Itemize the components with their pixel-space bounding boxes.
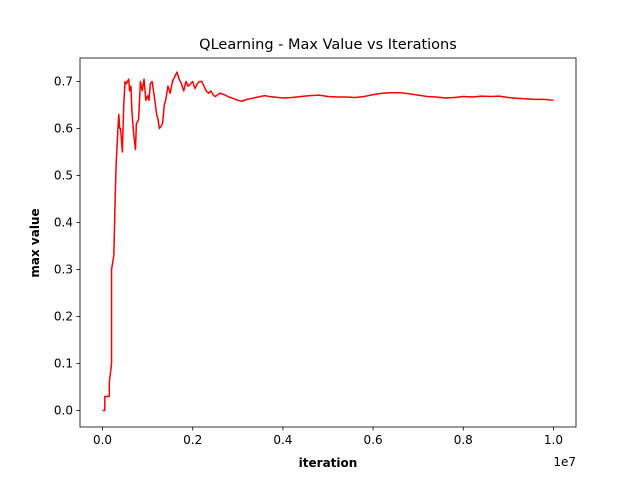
y-tick-label: 0.2 [54, 310, 73, 324]
y-tick-label: 0.7 [54, 75, 73, 89]
x-axis-title: iteration [299, 456, 358, 470]
x-tick-label: 0.4 [273, 433, 292, 447]
y-axis: 0.0 0.1 0.2 0.3 0.4 0.5 0.6 0.7 [54, 75, 80, 418]
x-tick-label: 0.8 [454, 433, 473, 447]
axes-frame [79, 57, 577, 428]
plot-area [102, 71, 554, 412]
y-tick-label: 0.5 [54, 169, 73, 183]
y-tick-label: 0.0 [54, 404, 73, 418]
x-tick-label: 0.2 [183, 433, 202, 447]
x-axis: 0.0 0.2 0.4 0.6 0.8 1.0 [93, 427, 563, 447]
y-tick-label: 0.3 [54, 263, 73, 277]
x-tick-label: 1.0 [544, 433, 563, 447]
y-tick-label: 0.6 [54, 122, 73, 136]
y-axis-title: max value [28, 208, 42, 277]
x-tick-label: 0.0 [93, 433, 112, 447]
y-tick-label: 0.1 [54, 357, 73, 371]
x-tick-label: 0.6 [364, 433, 383, 447]
series-line-0 [102, 71, 554, 412]
y-tick-label: 0.4 [54, 216, 73, 230]
chart-title: QLearning - Max Value vs Iterations [199, 37, 457, 53]
x-axis-offset-label: 1e7 [553, 455, 576, 469]
